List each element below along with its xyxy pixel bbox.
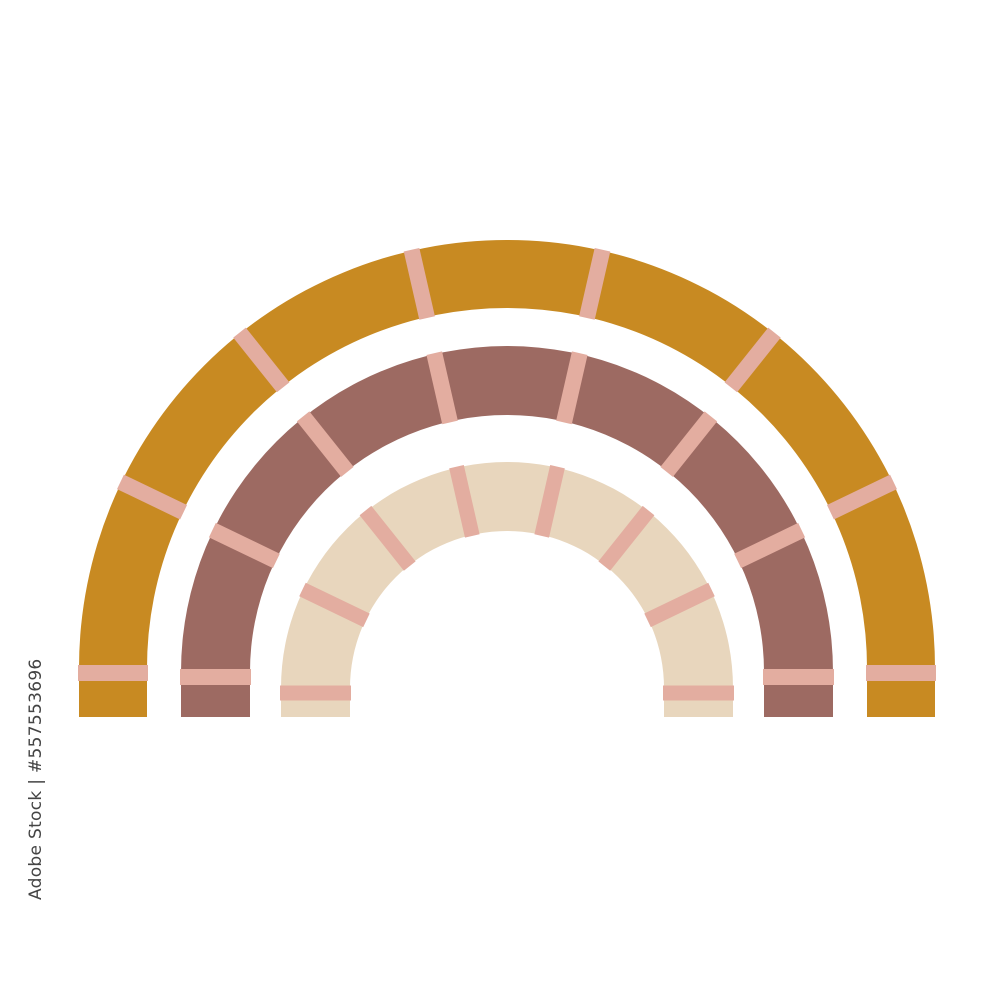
band-divider-middle <box>556 351 588 425</box>
band-divider-inner <box>299 582 370 628</box>
band-divider-inner <box>449 465 480 538</box>
band-divider-inner <box>359 505 416 571</box>
band-divider-middle <box>296 411 354 477</box>
band-divider-outer <box>403 247 435 320</box>
rainbow-band-outer <box>79 240 935 717</box>
band-divider-outer <box>117 474 188 520</box>
band-divider-middle <box>734 522 806 569</box>
band-divider-middle <box>426 351 458 425</box>
band-divider-inner <box>644 582 715 628</box>
rainbow-band-inner <box>281 462 733 717</box>
band-divider-outer <box>724 327 781 393</box>
band-divider-outer <box>826 474 897 520</box>
stock-id-credit: Adobe Stock | #557553696 <box>26 658 46 900</box>
band-divider-inner <box>598 505 655 571</box>
band-divider-middle <box>660 411 718 477</box>
band-divider-outer <box>233 327 290 393</box>
band-divider-middle <box>208 522 280 569</box>
band-divider-outer <box>579 247 611 320</box>
band-divider-inner <box>534 465 565 538</box>
rainbow-band-middle <box>181 346 833 717</box>
